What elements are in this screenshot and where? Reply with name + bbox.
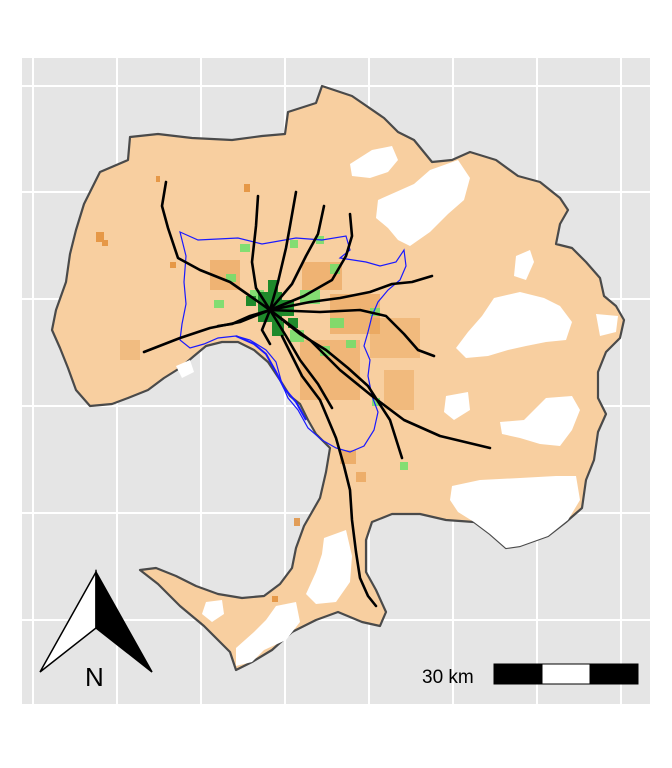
scale-bar-segment: [589, 663, 639, 685]
north-arrow-icon: N: [39, 569, 153, 692]
rail-line: [268, 190, 298, 312]
rail-line: [268, 212, 354, 312]
rail-line: [268, 204, 326, 312]
rail-line: [250, 194, 272, 312]
non-urban-areas: [176, 146, 618, 666]
rail-line: [268, 308, 334, 410]
rail-line: [280, 334, 378, 608]
bay-coastline: [235, 335, 307, 421]
scale-bar-label: 30 km: [422, 667, 474, 688]
rail-line: [268, 308, 436, 358]
rail-line: [142, 308, 272, 354]
rail-network: [142, 180, 492, 608]
north-label: N: [85, 662, 104, 692]
scale-bar: 30 km: [422, 663, 639, 688]
rail-line: [260, 308, 272, 346]
scale-bar-segment: [493, 663, 543, 685]
rail-line: [268, 274, 434, 312]
rail-line: [268, 308, 404, 460]
low-density-urban: [96, 176, 420, 602]
metropolitan-boundary: [179, 230, 407, 453]
scale-bar-segment: [541, 663, 591, 685]
rail-line: [216, 308, 272, 328]
rail-line: [160, 180, 272, 312]
